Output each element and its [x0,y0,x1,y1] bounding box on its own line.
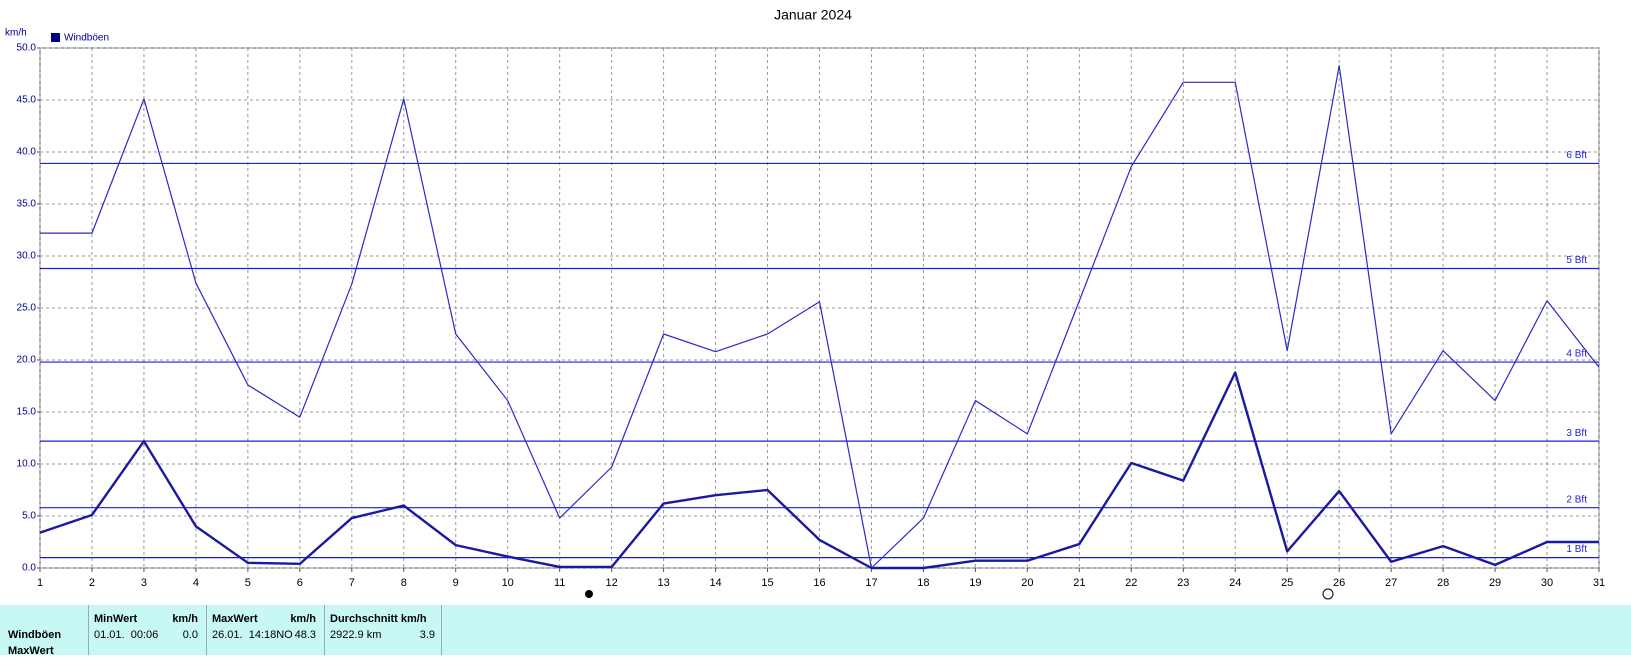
x-tick-label: 21 [1073,577,1085,589]
chart-title: Januar 2024 [774,7,852,23]
y-tick-label: 50.0 [17,43,37,54]
stats-table: MinWert km/h MaxWert km/h Durchschnitt k… [0,605,1631,657]
plot: 0.0 5.0 10.0 15.0 20.0 25.0 30.0 35.0 40.0 45.0 50… [17,33,1606,589]
separator [88,605,89,655]
column-header: MinWert [94,613,138,625]
row-label: MaxWert [8,645,54,657]
cell: 0.0 [182,629,198,641]
x-tick-label: 20 [1021,577,1033,589]
x-tick-label: 12 [606,577,618,589]
x-tick-label: 13 [657,577,669,589]
x-tick-label: 27 [1385,577,1397,589]
x-tick-label: 6 [297,577,303,589]
row-label: Windböen [8,629,62,641]
y-tick-label: 45.0 [17,95,37,106]
separator [324,605,325,655]
beaufort-label: 5 Bft [1566,255,1587,266]
beaufort-label: 3 Bft [1566,428,1587,439]
y-tick-label: 30.0 [17,251,37,262]
cell: 3.9 [419,629,435,641]
moon-new [585,590,593,598]
x-tick-label: 15 [761,577,773,589]
moon-full [1322,588,1334,600]
chart: Januar 2024 km/h 0.0 5.0 10.0 15.0 20.0 25.0 3… [5,7,1606,600]
x-tick-label: 5 [245,577,251,589]
data-line [40,65,1600,569]
x-tick-label: 28 [1437,577,1449,589]
separator [441,605,442,655]
x-tick-label: 29 [1489,577,1501,589]
y-tick-label: 35.0 [17,199,37,210]
x-tick-label: 26 [1333,577,1345,589]
x-tick-label: 31 [1593,577,1605,589]
cell: 01.01. 00:06 [94,629,159,641]
y-tick-label: 5.0 [22,511,36,522]
cell: 26.01. 14:18NO [212,629,293,641]
y-tick-label: 40.0 [17,147,37,158]
x-tick-label: 18 [917,577,929,589]
x-tick-label: 23 [1177,577,1189,589]
y-tick-label: 20.0 [17,355,37,366]
x-tick-label: 11 [554,577,565,589]
column-header: Durchschnitt km/h [330,613,427,625]
y-tick-label: 0.0 [22,563,36,574]
x-tick-label: 7 [349,577,355,589]
y-tick-label: 25.0 [17,303,37,314]
x-tick-label: 30 [1541,577,1553,589]
x-tick-label: 25 [1281,577,1293,589]
column-header: km/h [290,613,316,625]
cell: 48.3 [294,629,316,641]
y-tick-label: 15.0 [17,407,37,418]
x-tick-label: 9 [453,577,459,589]
x-tick-label: 10 [502,577,514,589]
separator [206,605,207,655]
column-header: km/h [172,613,198,625]
beaufort-label: 6 Bft [1566,150,1587,161]
y-unit: km/h [5,28,27,39]
x-tick-label: 22 [1125,577,1137,589]
beaufort-label: 4 Bft [1566,349,1587,360]
x-tick-label: 2 [89,577,95,589]
beaufort-label: 1 Bft [1566,544,1587,555]
cell: 2922.9 km [330,629,382,641]
x-tick-label: 4 [193,577,199,589]
data-line [39,371,1599,570]
y-tick-label: 10.0 [17,459,37,470]
column-header: MaxWert [212,613,258,625]
legend-label: Windböen [64,33,109,44]
x-tick-label: 17 [865,577,877,589]
x-tick-label: 16 [813,577,825,589]
x-tick-label: 24 [1229,577,1241,589]
x-tick-label: 3 [141,577,147,589]
x-tick-label: 19 [969,577,981,589]
x-tick-label: 1 [37,577,43,589]
legend-swatch [51,33,60,42]
beaufort-label: 2 Bft [1566,494,1587,505]
x-tick-label: 14 [709,577,721,589]
x-tick-label: 8 [401,577,407,589]
